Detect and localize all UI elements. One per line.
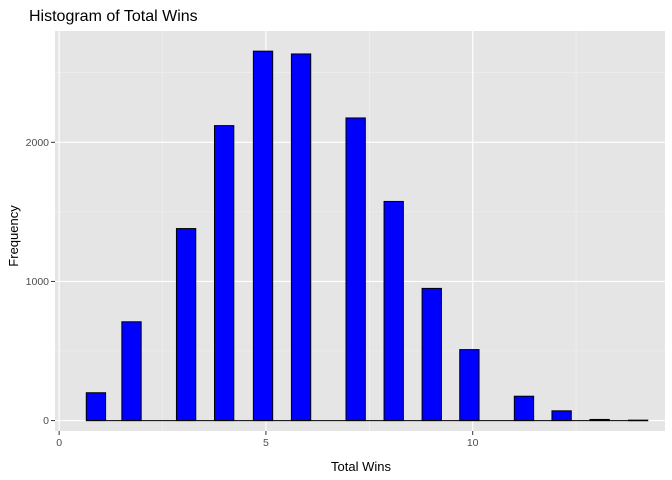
- y-tick-label: 1000: [26, 276, 50, 288]
- histogram-bars: [85, 50, 649, 422]
- x-axis: 0 5 10: [56, 431, 479, 449]
- histogram-bar: [383, 200, 404, 422]
- histogram-bar: [175, 228, 197, 422]
- histogram-bar: [85, 392, 107, 422]
- y-tick-label: 2000: [26, 137, 50, 149]
- y-axis: 0 1000 2000: [26, 137, 55, 427]
- histogram-bar: [459, 349, 480, 422]
- histogram-bar: [513, 395, 535, 422]
- x-tick-label: 10: [467, 437, 479, 449]
- x-tick-label: 0: [56, 437, 62, 449]
- x-tick-label: 5: [263, 437, 269, 449]
- histogram-bar: [121, 321, 142, 422]
- histogram-bar: [345, 117, 366, 422]
- histogram-bar: [252, 50, 274, 422]
- histogram-bar: [290, 53, 312, 422]
- y-axis-title: Frequency: [6, 205, 21, 267]
- histogram-bar: [421, 287, 442, 422]
- histogram-bar: [551, 410, 572, 422]
- chart-title: Histogram of Total Wins: [29, 8, 198, 25]
- x-axis-title: Total Wins: [331, 459, 391, 474]
- histogram-bar: [213, 125, 235, 422]
- y-tick-label: 0: [43, 415, 49, 427]
